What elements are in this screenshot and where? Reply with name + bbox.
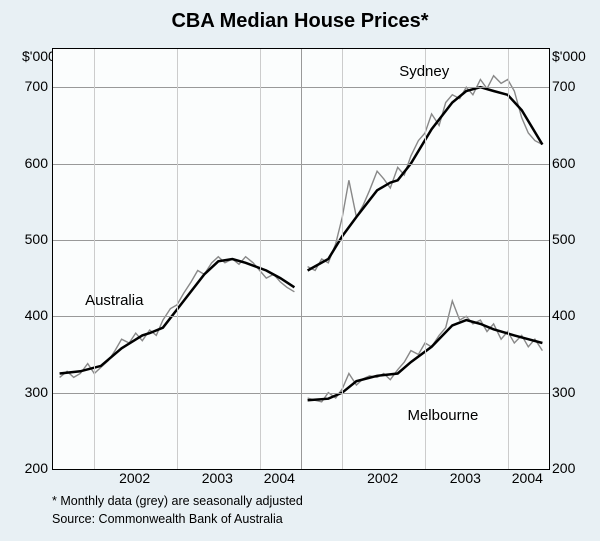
series-label: Australia bbox=[85, 292, 143, 309]
y-tick-left: 400 bbox=[8, 307, 48, 323]
x-tick: 2002 bbox=[115, 470, 155, 486]
gridline-h bbox=[53, 240, 549, 241]
gridline-v bbox=[94, 49, 95, 469]
gridline-h bbox=[53, 393, 549, 394]
series-label: Melbourne bbox=[407, 407, 478, 424]
gridline-v bbox=[260, 49, 261, 469]
y-tick-right: 600 bbox=[552, 155, 592, 171]
y-tick-left: 300 bbox=[8, 384, 48, 400]
x-tick: 2002 bbox=[363, 470, 403, 486]
y-tick-left: 200 bbox=[8, 460, 48, 476]
x-tick: 2003 bbox=[445, 470, 485, 486]
chart-container: CBA Median House Prices* $'000 $'000 * M… bbox=[0, 0, 600, 541]
gridline-h bbox=[53, 316, 549, 317]
x-tick: 2004 bbox=[259, 470, 299, 486]
y-tick-right: 400 bbox=[552, 307, 592, 323]
y-tick-left: 500 bbox=[8, 231, 48, 247]
y-unit-left: $'000 bbox=[22, 48, 56, 64]
x-tick: 2004 bbox=[507, 470, 547, 486]
footnote-text: * Monthly data (grey) are seasonally adj… bbox=[52, 494, 303, 508]
y-tick-right: 500 bbox=[552, 231, 592, 247]
gridline-v bbox=[342, 49, 343, 469]
y-tick-left: 600 bbox=[8, 155, 48, 171]
y-tick-left: 700 bbox=[8, 78, 48, 94]
y-tick-right: 300 bbox=[552, 384, 592, 400]
gridline-h bbox=[53, 87, 549, 88]
source-text: Source: Commonwealth Bank of Australia bbox=[52, 512, 283, 526]
chart-title: CBA Median House Prices* bbox=[0, 0, 600, 33]
gridline-v bbox=[508, 49, 509, 469]
gridline-h bbox=[53, 164, 549, 165]
series-label: Sydney bbox=[399, 63, 449, 80]
y-tick-right: 200 bbox=[552, 460, 592, 476]
x-tick: 2003 bbox=[197, 470, 237, 486]
gridline-v bbox=[177, 49, 178, 469]
y-unit-right: $'000 bbox=[552, 48, 586, 64]
y-tick-right: 700 bbox=[552, 78, 592, 94]
